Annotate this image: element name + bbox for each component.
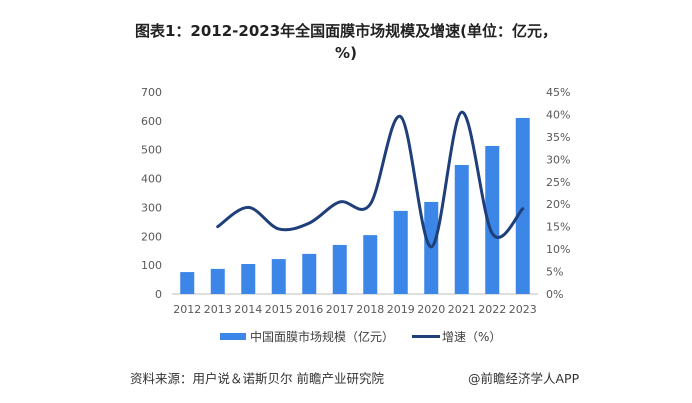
right-axis-tick: 0% xyxy=(546,288,563,301)
x-axis-tick: 2017 xyxy=(326,303,354,316)
chart-plot: 0 100 200 300 400 500 600 700 0% 5% 10% 15% 20% 25% 30… xyxy=(141,86,570,316)
credit-note: @前瞻经济学人APP xyxy=(468,371,580,386)
bar-2015 xyxy=(271,259,286,294)
x-axis-tick: 2016 xyxy=(295,303,323,316)
growth-line xyxy=(216,110,525,249)
right-axis-tick: 15% xyxy=(546,221,570,234)
right-axis-tick: 40% xyxy=(546,108,570,121)
x-axis-tick: 2023 xyxy=(509,303,537,316)
legend-item-growth: 增速（%） xyxy=(412,328,501,345)
left-axis-tick: 400 xyxy=(141,173,162,186)
source-note: 资料来源：用户说＆诺斯贝尔 前瞻产业研究院 xyxy=(130,371,384,386)
x-axis-tick: 2012 xyxy=(173,303,201,316)
bar-2018 xyxy=(363,235,378,294)
x-axis-tick: 2020 xyxy=(417,303,445,316)
left-axis-tick: 100 xyxy=(141,259,162,272)
legend-swatch-line xyxy=(412,335,440,338)
right-axis-tick: 5% xyxy=(546,266,563,279)
bar-2019 xyxy=(393,210,408,294)
right-axis-tick: 45% xyxy=(546,86,570,99)
left-axis-tick: 600 xyxy=(141,115,162,128)
bar-2017 xyxy=(332,244,347,294)
x-axis-tick: 2018 xyxy=(356,303,384,316)
legend-item-market-size: 中国面膜市场规模（亿元） xyxy=(220,328,394,345)
right-axis-tick: 20% xyxy=(546,198,570,211)
bar-2014 xyxy=(241,263,256,294)
legend-swatch-bar xyxy=(220,333,246,340)
bar-2013 xyxy=(210,268,225,294)
bar-2021 xyxy=(454,165,469,294)
right-axis-tick: 10% xyxy=(546,243,570,256)
legend-label-growth: 增速（%） xyxy=(442,330,502,344)
x-axis-tick: 2014 xyxy=(234,303,262,316)
x-axis-tick: 2013 xyxy=(204,303,232,316)
left-axis-tick: 500 xyxy=(141,144,162,157)
right-axis-tick: 30% xyxy=(546,153,570,166)
left-axis-tick: 300 xyxy=(141,201,162,214)
x-axis-tick: 2015 xyxy=(265,303,293,316)
left-axis-tick: 0 xyxy=(155,288,162,301)
right-axis-tick: 25% xyxy=(546,176,570,189)
right-axis-tick: 35% xyxy=(546,131,570,144)
x-axis-tick: 2022 xyxy=(478,303,506,316)
bar-2016 xyxy=(302,253,317,294)
bar-2023 xyxy=(515,117,530,294)
x-axis-tick: 2019 xyxy=(387,303,415,316)
chart-title: 图表1：2012-2023年全国面膜市场规模及增速(单位：亿元，%) xyxy=(134,22,558,62)
left-axis-tick: 200 xyxy=(141,230,162,243)
x-axis-tick: 2021 xyxy=(448,303,476,316)
bar-2022 xyxy=(485,145,500,294)
left-axis-tick: 700 xyxy=(141,86,162,99)
legend-label-market-size: 中国面膜市场规模（亿元） xyxy=(250,330,395,344)
bar-2012 xyxy=(180,272,195,294)
